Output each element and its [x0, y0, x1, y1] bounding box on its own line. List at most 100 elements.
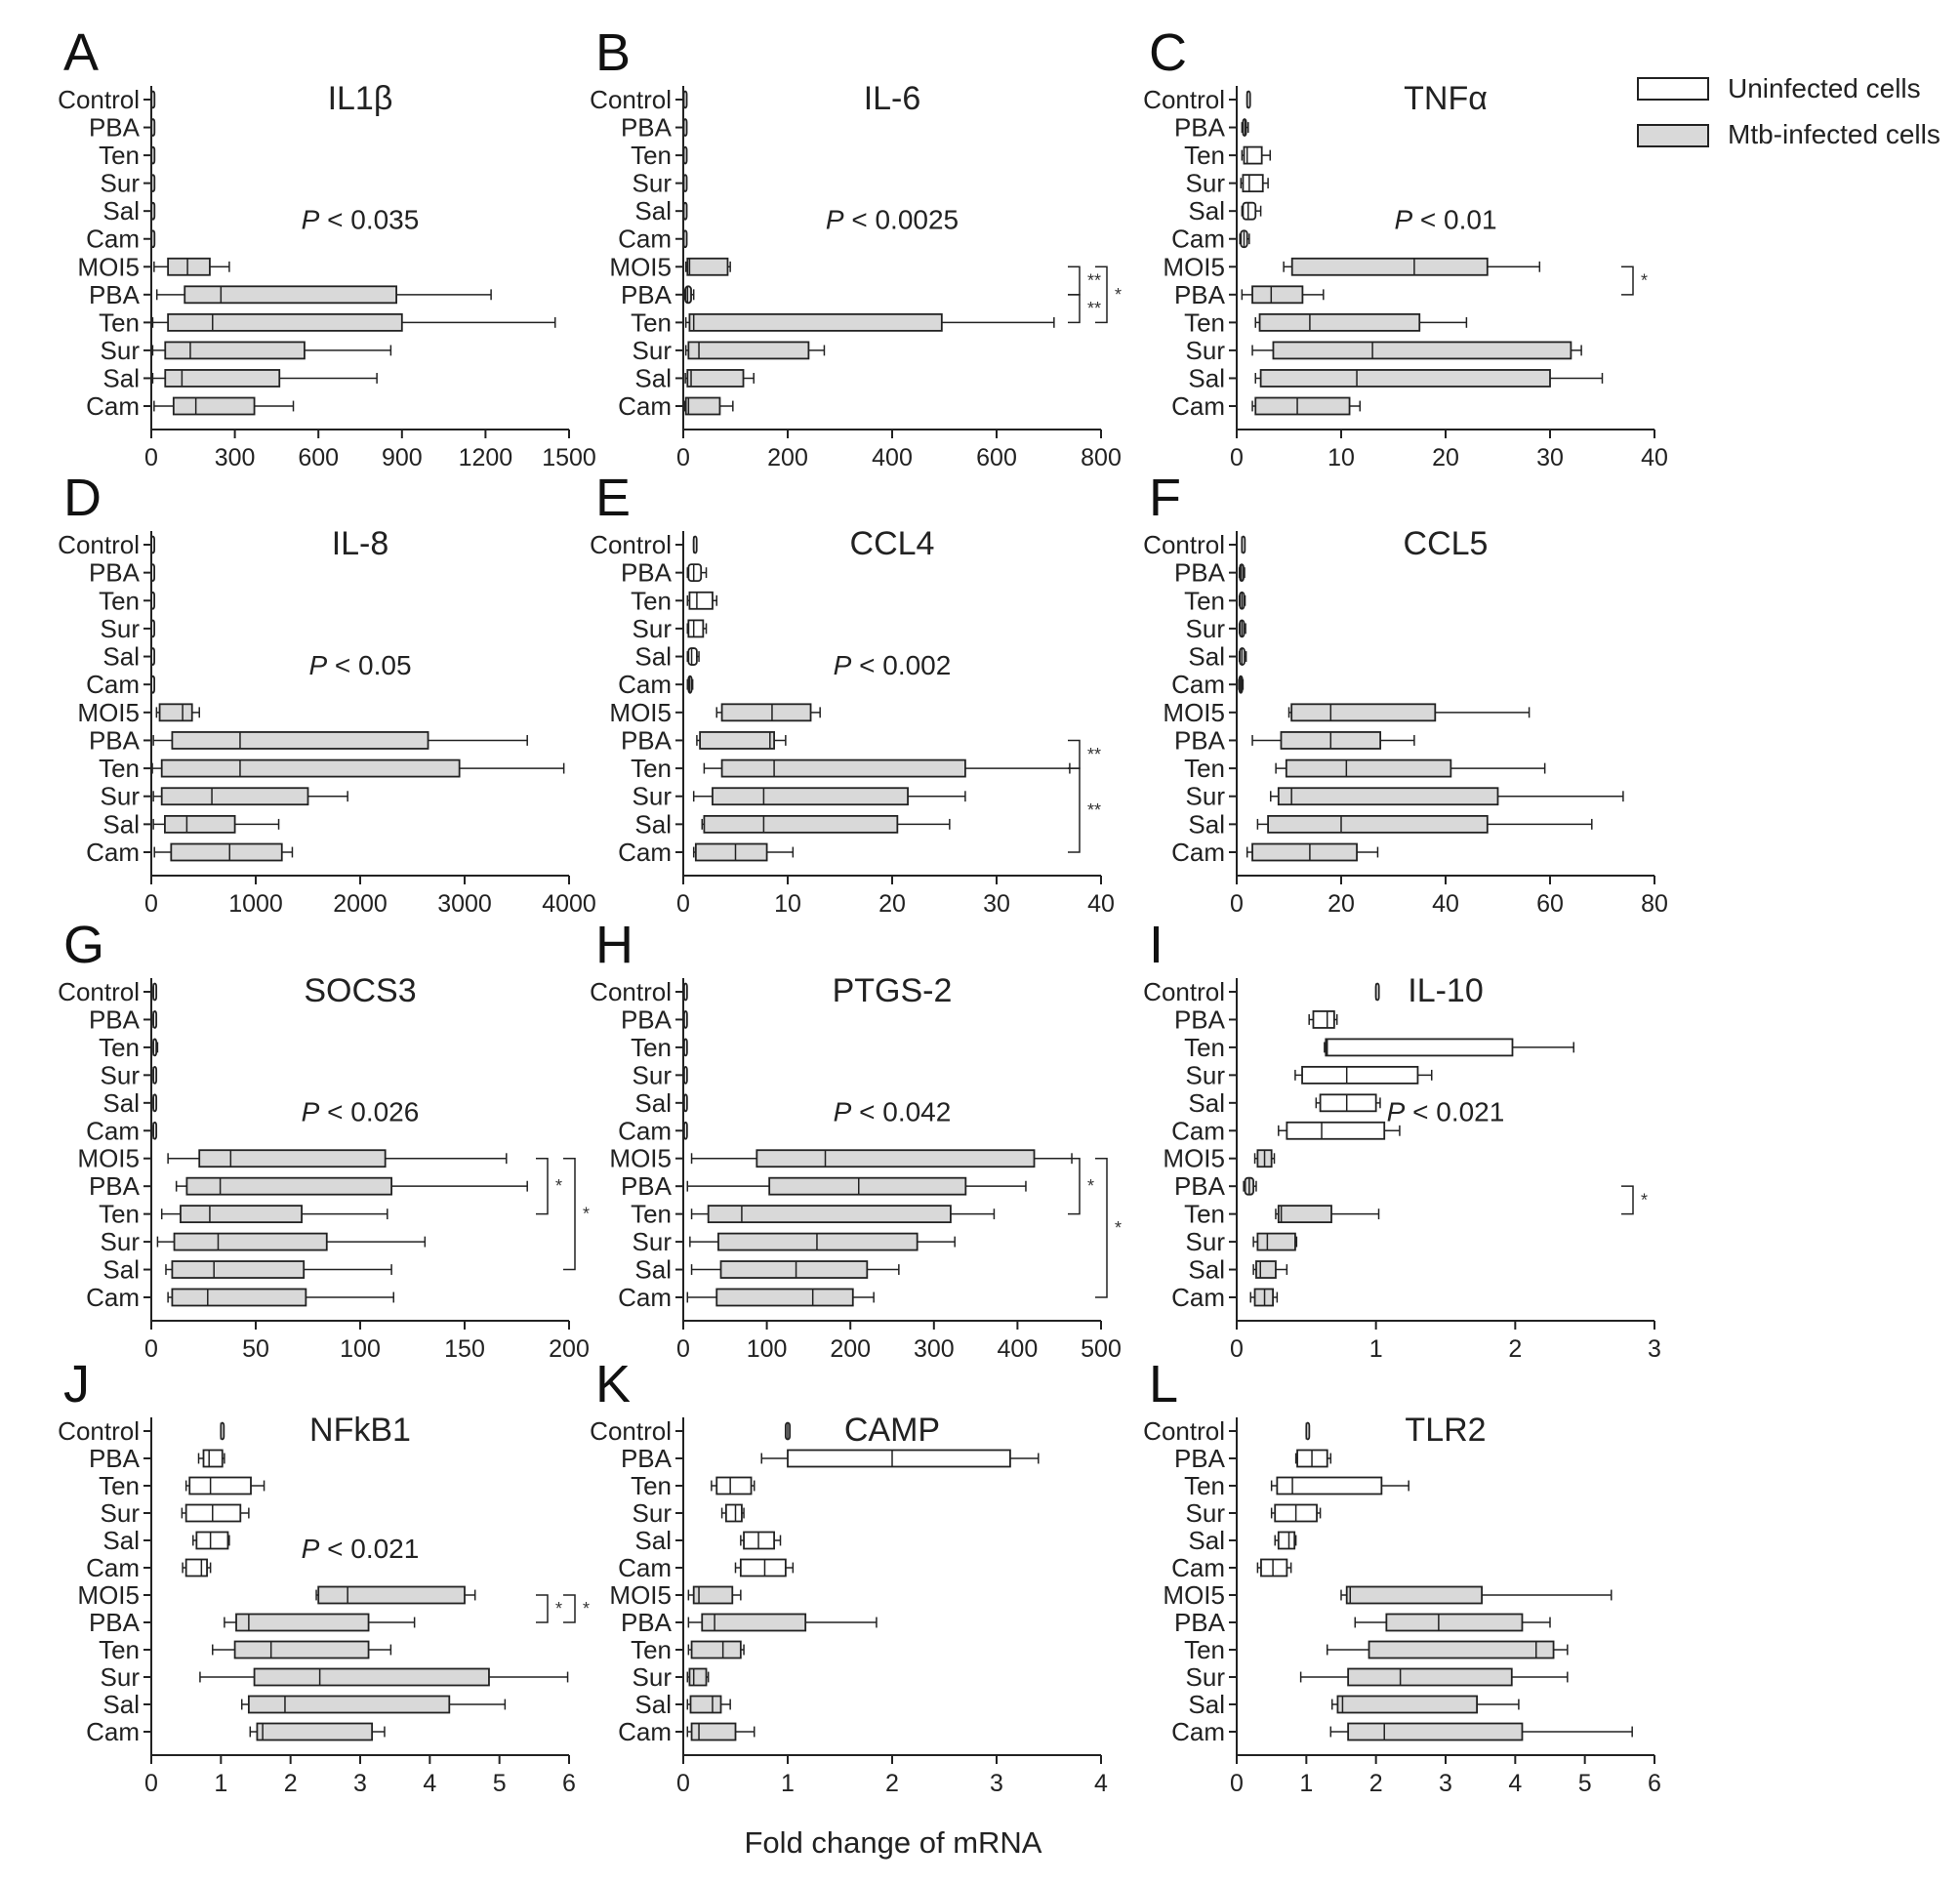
significance-bracket	[1068, 767, 1081, 853]
x-tick-label: 2000	[333, 890, 388, 918]
legend-swatch-uninfected	[1637, 77, 1709, 101]
box-infected	[256, 1722, 374, 1741]
box-uninfected	[1325, 1038, 1514, 1057]
category-label: Sal	[102, 1526, 140, 1555]
significance-bracket	[536, 1157, 549, 1215]
category-label: Control	[590, 85, 672, 114]
box-infected	[1290, 703, 1437, 722]
category-label: Sur	[101, 336, 141, 365]
box-uninfected	[1242, 201, 1257, 221]
category-label: Ten	[99, 141, 140, 170]
category-label: Sal	[102, 363, 140, 392]
category-label: MOI5	[609, 1144, 672, 1173]
x-tick-label: 1	[1299, 1770, 1313, 1797]
category-label: PBA	[621, 113, 673, 143]
x-tick-label: 800	[1081, 444, 1122, 471]
x-tick-label: 40	[1432, 890, 1459, 918]
category-label: Sal	[102, 1255, 140, 1285]
category-label: Control	[58, 530, 140, 559]
significance-mark: *	[1087, 1176, 1094, 1196]
x-tick-label: 1	[214, 1770, 227, 1797]
category-label: Cam	[1171, 391, 1225, 421]
category-label: Ten	[1184, 141, 1225, 170]
x-tick-label: 200	[830, 1335, 871, 1363]
category-label: Control	[58, 977, 140, 1006]
panel-letter-j: J	[63, 1355, 90, 1413]
panel-title-h: PTGS-2	[833, 972, 953, 1009]
box-uninfected	[1276, 1476, 1383, 1495]
category-label: Ten	[631, 1471, 672, 1500]
x-tick-label: 0	[144, 890, 158, 918]
box-infected	[717, 1232, 919, 1251]
category-label: Cam	[618, 391, 672, 421]
category-label: Sal	[102, 1690, 140, 1719]
box-infected	[686, 257, 729, 276]
significance-mark: **	[1087, 299, 1101, 318]
p-value-annotation: P < 0.05	[308, 650, 411, 680]
x-tick-label: 2	[1369, 1770, 1383, 1797]
category-label: Sur	[1186, 1498, 1226, 1528]
box-infected	[688, 312, 943, 332]
x-tick-label: 100	[340, 1335, 381, 1363]
x-tick-label: 0	[676, 1335, 690, 1363]
category-label: Ten	[99, 1471, 140, 1500]
box-infected	[1251, 842, 1358, 862]
x-tick-label: 3	[353, 1770, 367, 1797]
box-uninfected	[724, 1503, 743, 1523]
panel-letter-a: A	[63, 23, 99, 82]
category-label: Sur	[101, 614, 141, 643]
category-label: Control	[1143, 530, 1225, 559]
category-label: PBA	[621, 280, 673, 309]
category-label: Sal	[634, 1088, 672, 1118]
category-label: Cam	[618, 1283, 672, 1312]
panel-letter-e: E	[595, 469, 631, 527]
box-uninfected	[184, 1558, 208, 1577]
x-tick-label: 40	[1641, 444, 1668, 471]
significance-mark: **	[1087, 271, 1101, 291]
category-label: Cam	[1171, 1717, 1225, 1746]
x-tick-label: 0	[1230, 890, 1244, 918]
box-uninfected	[787, 1449, 1011, 1468]
category-label: Cam	[1171, 1116, 1225, 1145]
significance-bracket	[536, 1594, 549, 1623]
category-label: Ten	[99, 1635, 140, 1664]
x-tick-label: 10	[774, 890, 801, 918]
category-label: Sal	[1188, 1255, 1225, 1285]
x-tick-label: 30	[983, 890, 1010, 918]
category-label: Sur	[101, 1227, 141, 1256]
category-label: Ten	[99, 754, 140, 783]
box-uninfected	[1260, 1558, 1288, 1577]
category-label: Sur	[1186, 336, 1226, 365]
x-tick-label: 150	[444, 1335, 485, 1363]
x-tick-label: 5	[1578, 1770, 1592, 1797]
category-label: Sur	[101, 782, 141, 811]
category-label: PBA	[89, 1004, 141, 1034]
category-label: Cam	[86, 838, 140, 867]
category-label: Sal	[1188, 642, 1225, 672]
x-tick-label: 0	[676, 444, 690, 471]
category-label: Ten	[631, 586, 672, 615]
box-infected	[173, 1232, 328, 1251]
category-label: Ten	[99, 586, 140, 615]
x-tick-label: 6	[562, 1770, 576, 1797]
box-infected	[317, 1585, 466, 1605]
x-tick-label: 900	[382, 444, 423, 471]
category-label: Ten	[631, 754, 672, 783]
category-label: Cam	[1171, 1553, 1225, 1582]
box-infected	[692, 1585, 734, 1605]
category-label: Ten	[631, 1033, 672, 1062]
category-label: Ten	[1184, 1033, 1225, 1062]
box-infected	[171, 1288, 307, 1307]
box-uninfected	[1319, 1093, 1377, 1113]
box-infected	[253, 1667, 490, 1687]
category-label: Ten	[631, 1635, 672, 1664]
panel-title-b: IL-6	[864, 80, 921, 117]
box-infected	[164, 341, 306, 360]
panel-i: IIL-100 1 2 3ControlPBATenSurSalCamMOI5PBAT…	[1143, 916, 1661, 1363]
x-tick-label: 0	[144, 444, 158, 471]
box-infected	[167, 257, 211, 276]
category-label: PBA	[89, 558, 141, 588]
x-tick-label: 2	[284, 1770, 298, 1797]
